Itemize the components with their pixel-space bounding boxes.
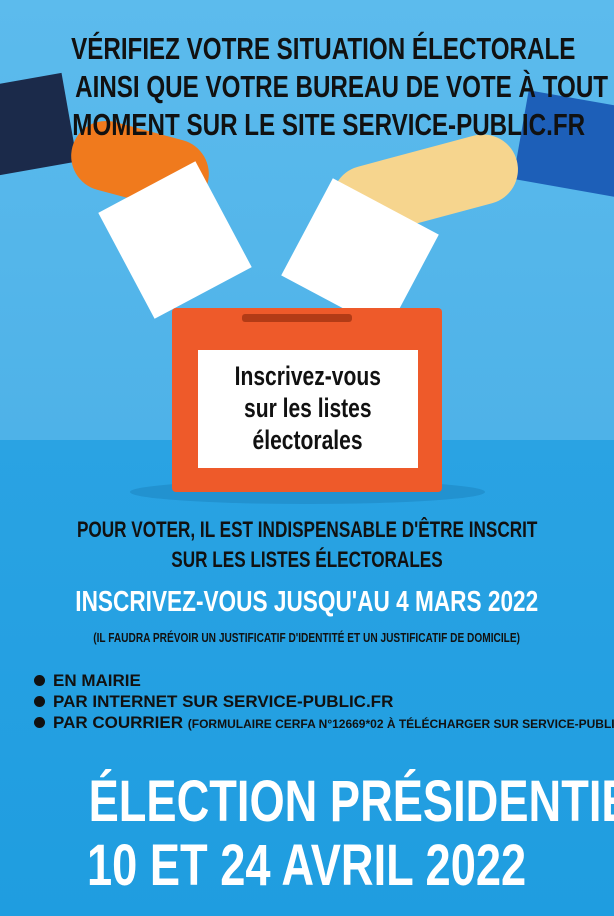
label-line: électorales xyxy=(252,425,364,455)
method-item: Par courrier (formulaire cerfa n°12669*0… xyxy=(34,712,614,735)
deadline-text: Inscrivez-vous jusqu'au 4 mars 2022 xyxy=(0,585,614,619)
method-item: Par internet sur service-public.fr xyxy=(34,691,614,712)
intro-text: Pour voter, il est indispensable d'être … xyxy=(0,515,614,575)
election-title: Élection présidentielle 10 et 24 avril 2… xyxy=(0,770,614,898)
method-label: Par internet sur service-public.fr xyxy=(53,692,394,711)
documents-note: (il faudra prévoir un justificatif d'ide… xyxy=(0,630,614,645)
headline: Vérifiez votre situation électorale ains… xyxy=(0,30,614,144)
deadline: Inscrivez-vous jusqu'au 4 mars 2022 xyxy=(75,586,539,618)
intro-line: sur les listes électorales xyxy=(171,547,443,572)
note: (il faudra prévoir un justificatif d'ide… xyxy=(93,630,521,645)
headline-line: Vérifiez votre situation électorale xyxy=(71,31,576,66)
ballot-box-label: Inscrivez-vous sur les listes électorale… xyxy=(198,350,418,468)
title-dates: 10 et 24 avril 2022 xyxy=(87,833,527,898)
label-line: sur les listes xyxy=(244,393,372,423)
method-item: En mairie xyxy=(34,670,614,691)
method-detail: (formulaire cerfa n°12669*02 à télécharg… xyxy=(187,717,614,731)
method-label: En mairie xyxy=(53,671,141,690)
method-label: Par courrier xyxy=(53,713,184,732)
headline-line: ainsi que votre bureau de vote à tout xyxy=(75,69,609,104)
title-line: Élection présidentielle xyxy=(88,769,614,834)
bullet-icon xyxy=(34,717,45,728)
intro-line: Pour voter, il est indispensable d'être … xyxy=(76,517,538,542)
label-line: Inscrivez-vous xyxy=(234,361,382,391)
headline-line: moment sur le site service-public.fr xyxy=(72,107,586,142)
bullet-icon xyxy=(34,675,45,686)
registration-methods: En mairie Par internet sur service-publi… xyxy=(34,670,614,735)
bullet-icon xyxy=(34,696,45,707)
